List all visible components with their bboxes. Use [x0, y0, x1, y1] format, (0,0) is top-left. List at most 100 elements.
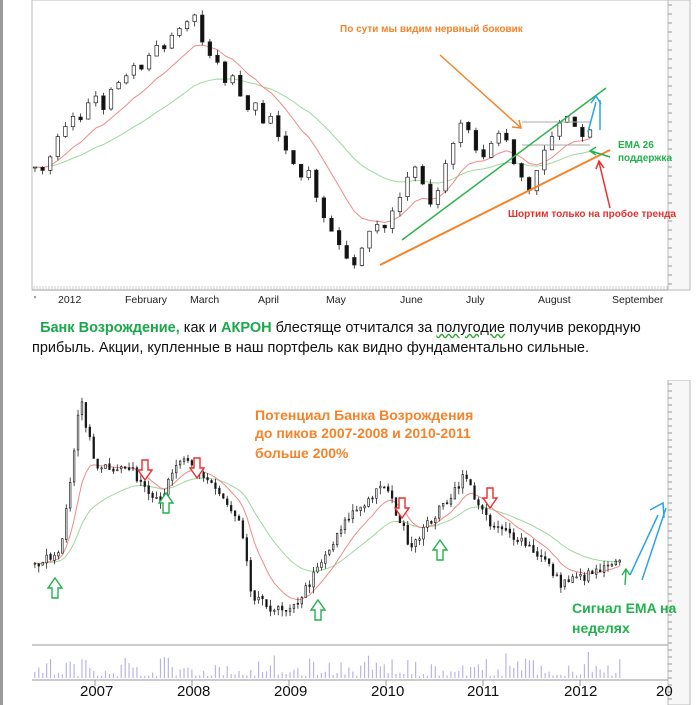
candle [375, 224, 380, 232]
candle [284, 609, 288, 612]
candle [618, 559, 621, 563]
volume-bar [199, 675, 201, 678]
candle [131, 65, 136, 76]
candle [516, 539, 519, 542]
candle [108, 463, 111, 470]
volume-bar [124, 658, 126, 678]
volume-bar [301, 675, 303, 678]
x-tick: July [466, 294, 485, 306]
volume-bar [375, 662, 377, 678]
candle [441, 502, 445, 507]
candle [268, 116, 273, 124]
candle [579, 574, 582, 577]
candle [394, 497, 398, 516]
candle [420, 166, 425, 185]
volume-bar [312, 661, 315, 678]
volume-bar [305, 675, 307, 678]
volume-bar [242, 674, 244, 678]
volume-bar [383, 664, 385, 678]
candle [253, 102, 258, 111]
annotation-sideways: По сути мы видим нервный боковик [340, 24, 523, 35]
volume-bar [556, 674, 558, 678]
candle [281, 605, 284, 611]
x-tick: 20 [656, 683, 673, 700]
volume-bar [367, 655, 370, 678]
volume-bar [206, 675, 209, 678]
candle [45, 554, 48, 564]
candle [512, 532, 515, 540]
annotation-signal-2: неделях [572, 620, 630, 636]
red-arrow-icon [595, 159, 611, 209]
volume-bar [489, 675, 491, 678]
volume-bar [250, 670, 252, 678]
volume-bar [226, 665, 228, 678]
volume-bar [100, 675, 103, 678]
candle [430, 521, 433, 524]
candle [504, 528, 508, 531]
candle [273, 609, 276, 612]
volume-bar [579, 674, 582, 678]
volume-bar [481, 670, 483, 678]
volume-bar [297, 668, 299, 678]
volume-bar [65, 662, 67, 678]
candle [477, 499, 480, 506]
spellcheck-word: полугодие [436, 320, 505, 336]
candle [298, 163, 304, 178]
volume-bar [332, 675, 334, 678]
sell-arrow-icon [393, 497, 411, 520]
volume-bar [434, 666, 436, 678]
volume-bar [466, 675, 468, 678]
candle [542, 149, 547, 171]
annotation-potential-2: до пиков 2007-2008 и 2010-2011 [255, 425, 471, 441]
volume-bar [183, 668, 185, 678]
ema-slow-line [34, 78, 591, 184]
volume-bar [536, 674, 538, 678]
candle [306, 170, 311, 178]
candle [453, 487, 457, 500]
candle [49, 553, 52, 560]
candle [127, 467, 131, 470]
candle [355, 509, 358, 512]
candle [304, 585, 307, 598]
x-tick: March [190, 294, 220, 306]
candle [324, 554, 327, 564]
volume-bar [203, 670, 205, 678]
price-axis [667, 380, 691, 705]
candle [481, 149, 486, 158]
candle [438, 505, 441, 519]
candle [237, 515, 241, 521]
volume-bar [179, 669, 181, 678]
candle [337, 230, 342, 246]
candle [332, 543, 335, 551]
candle [207, 41, 212, 56]
annotation-ema26: EMA 26 [618, 140, 654, 151]
candle [343, 519, 347, 531]
candle [233, 510, 237, 517]
candle [606, 564, 610, 567]
candle [610, 564, 614, 567]
volume-bar [564, 675, 566, 678]
volume-bar [97, 675, 99, 678]
candle [496, 526, 500, 529]
volume-bar [528, 660, 531, 678]
candle [583, 574, 586, 581]
candle [61, 538, 64, 554]
candle [139, 479, 143, 482]
candle [481, 505, 484, 510]
candle [519, 163, 524, 178]
candle [402, 522, 406, 526]
text: получив рекордную [505, 320, 641, 336]
candle [53, 554, 56, 561]
volume-bar [49, 659, 52, 678]
volume-bar [544, 672, 546, 678]
candle [72, 450, 76, 483]
volume-bar [572, 671, 574, 678]
candle [520, 537, 523, 542]
volume-bar [595, 666, 597, 678]
annotation-potential-1: Потенциал Банка Возрождения [255, 407, 474, 423]
candle [473, 485, 476, 500]
green-trendline [401, 87, 607, 241]
volume-bar [360, 665, 362, 678]
candle [320, 562, 323, 568]
